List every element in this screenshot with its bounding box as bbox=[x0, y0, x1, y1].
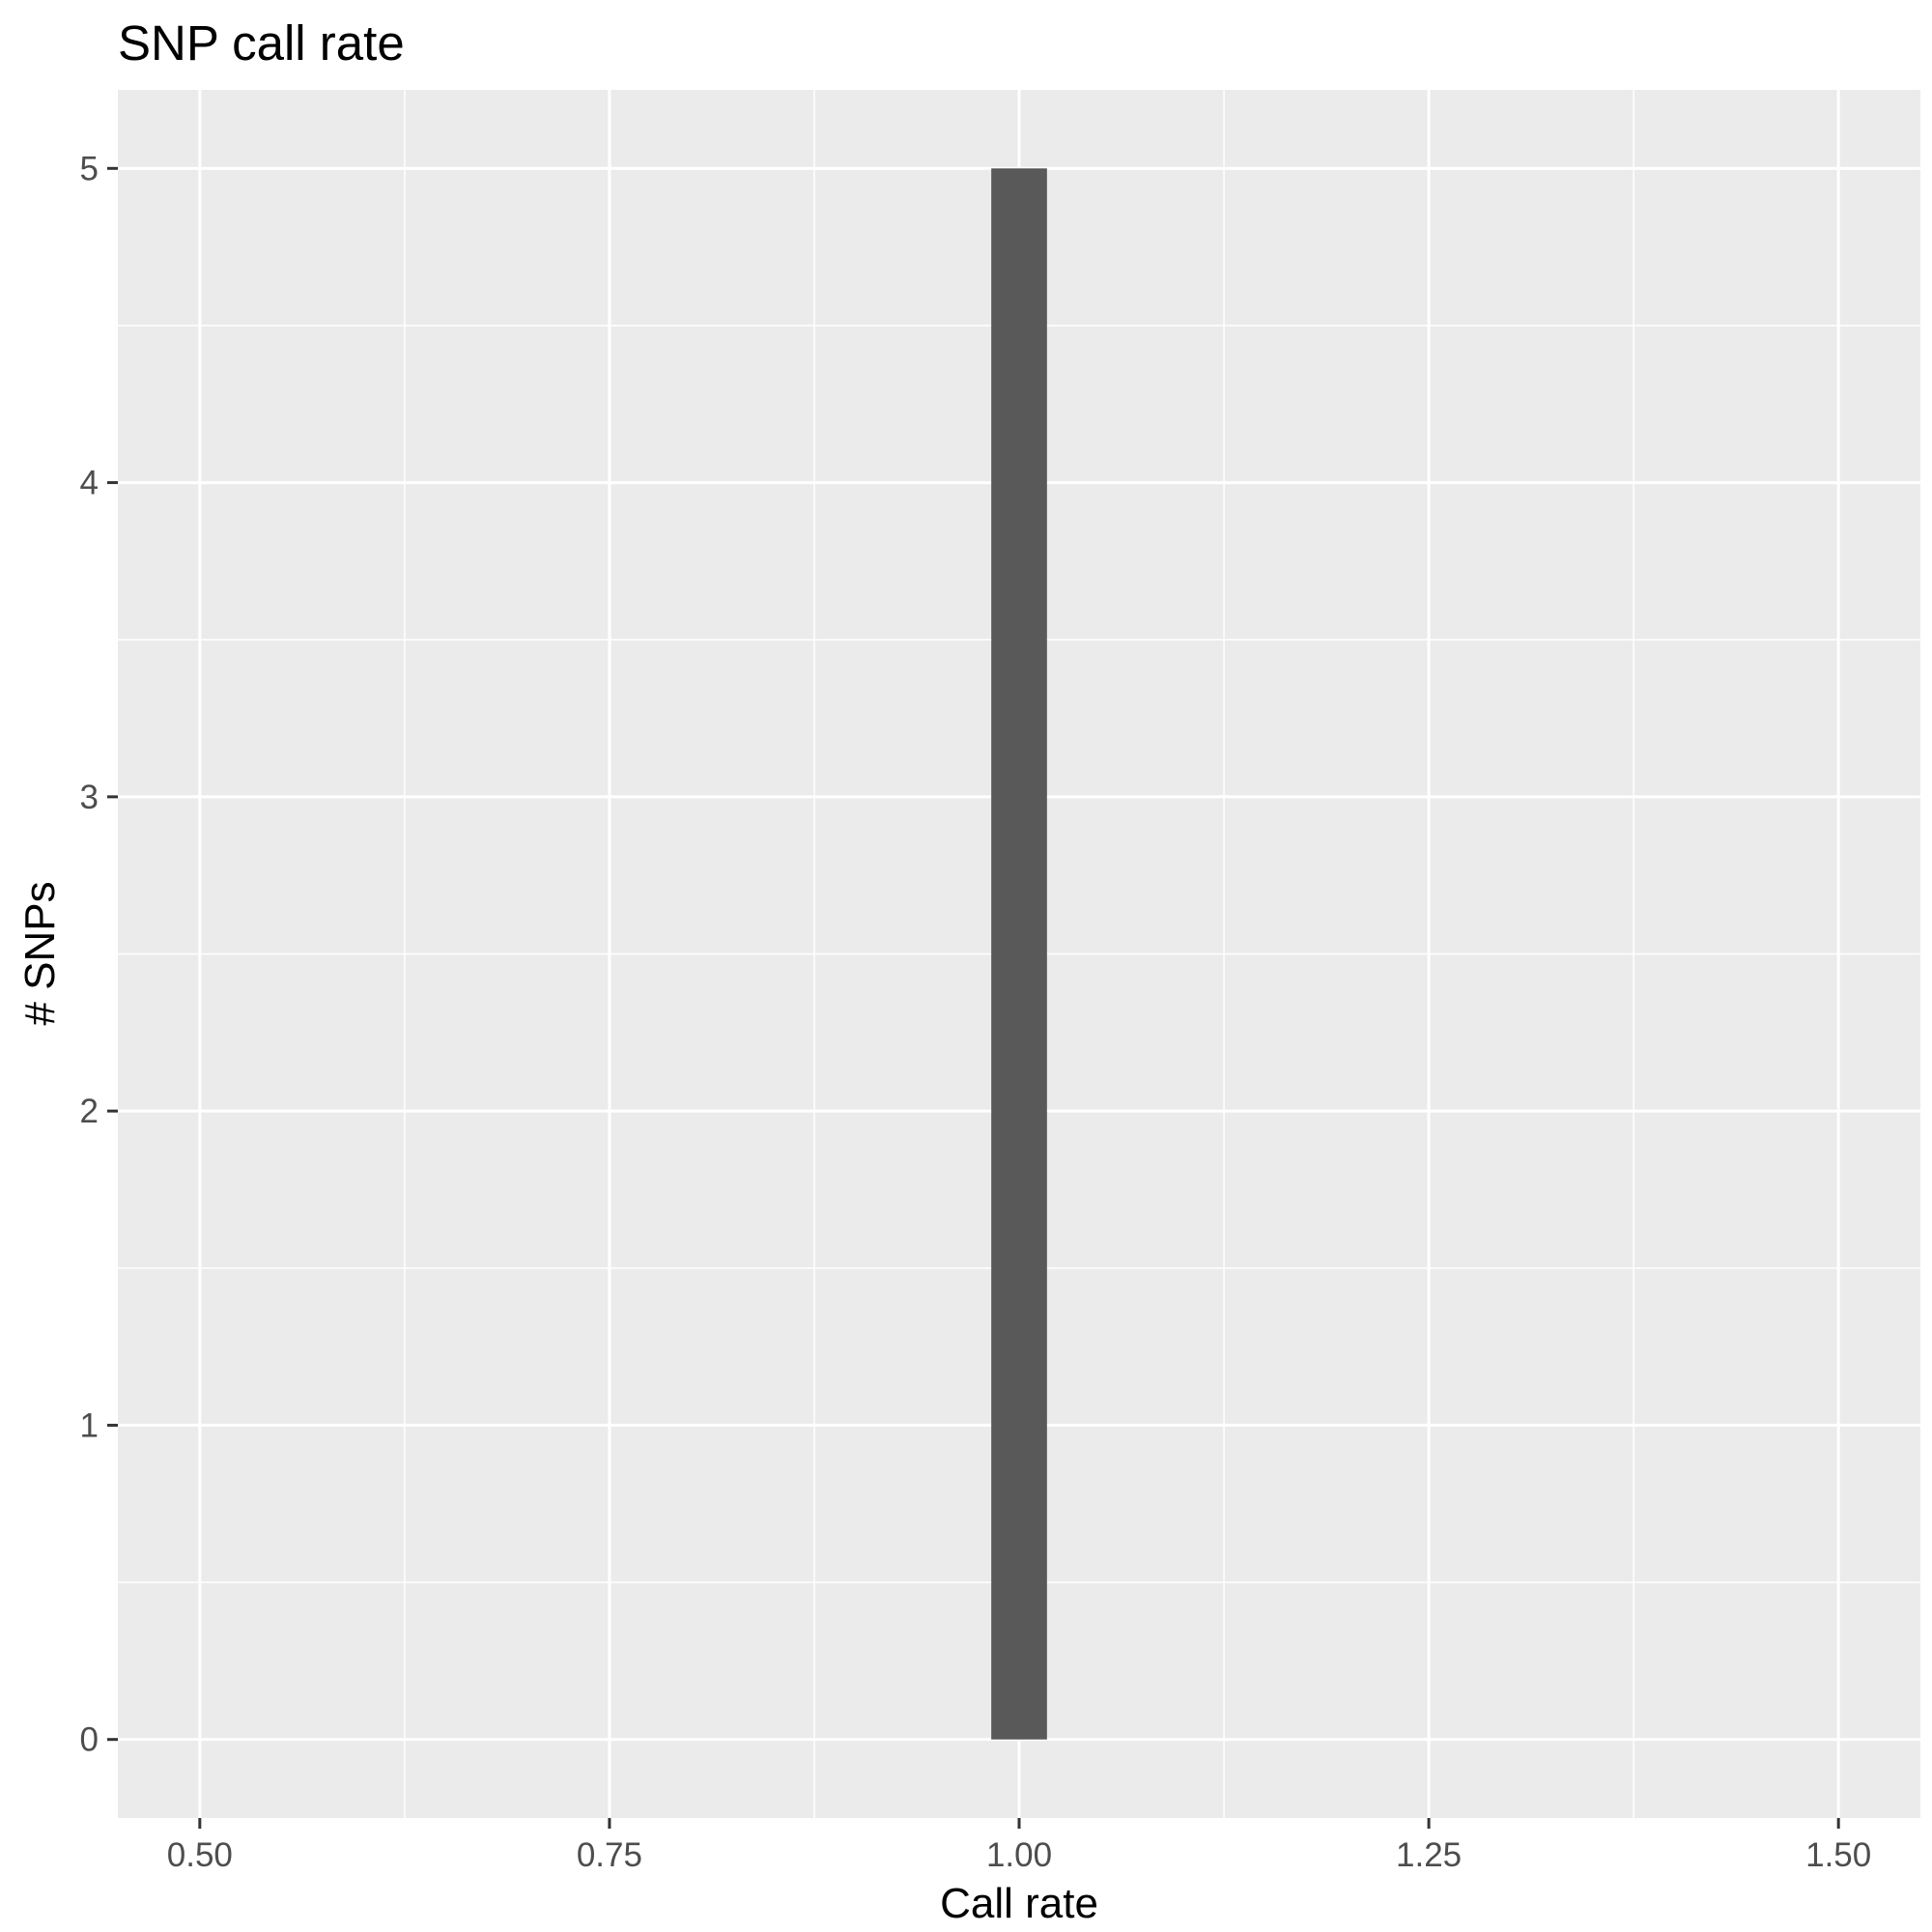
y-tick-label: 5 bbox=[80, 150, 99, 187]
y-tick-label: 3 bbox=[80, 779, 99, 816]
y-axis-title: # SNPs bbox=[16, 881, 64, 1025]
y-tick-label: 4 bbox=[80, 465, 99, 502]
x-axis-title: Call rate bbox=[940, 1880, 1098, 1927]
x-tick-label: 1.50 bbox=[1805, 1836, 1871, 1874]
x-tick-label: 0.50 bbox=[167, 1836, 233, 1874]
x-tick-label: 1.25 bbox=[1396, 1836, 1462, 1874]
x-tick-label: 1.00 bbox=[986, 1836, 1052, 1874]
chart-title: SNP call rate bbox=[118, 15, 405, 71]
y-axis: 0 1 2 3 4 5 bbox=[80, 150, 118, 1759]
x-tick-label: 0.75 bbox=[577, 1836, 642, 1874]
bars bbox=[991, 168, 1047, 1740]
histogram-bar bbox=[991, 168, 1047, 1740]
x-axis: 0.50 0.75 1.00 1.25 1.50 bbox=[167, 1818, 1871, 1874]
y-tick-label: 1 bbox=[80, 1406, 99, 1444]
y-tick-label: 2 bbox=[80, 1093, 99, 1130]
y-tick-label: 0 bbox=[80, 1721, 99, 1759]
